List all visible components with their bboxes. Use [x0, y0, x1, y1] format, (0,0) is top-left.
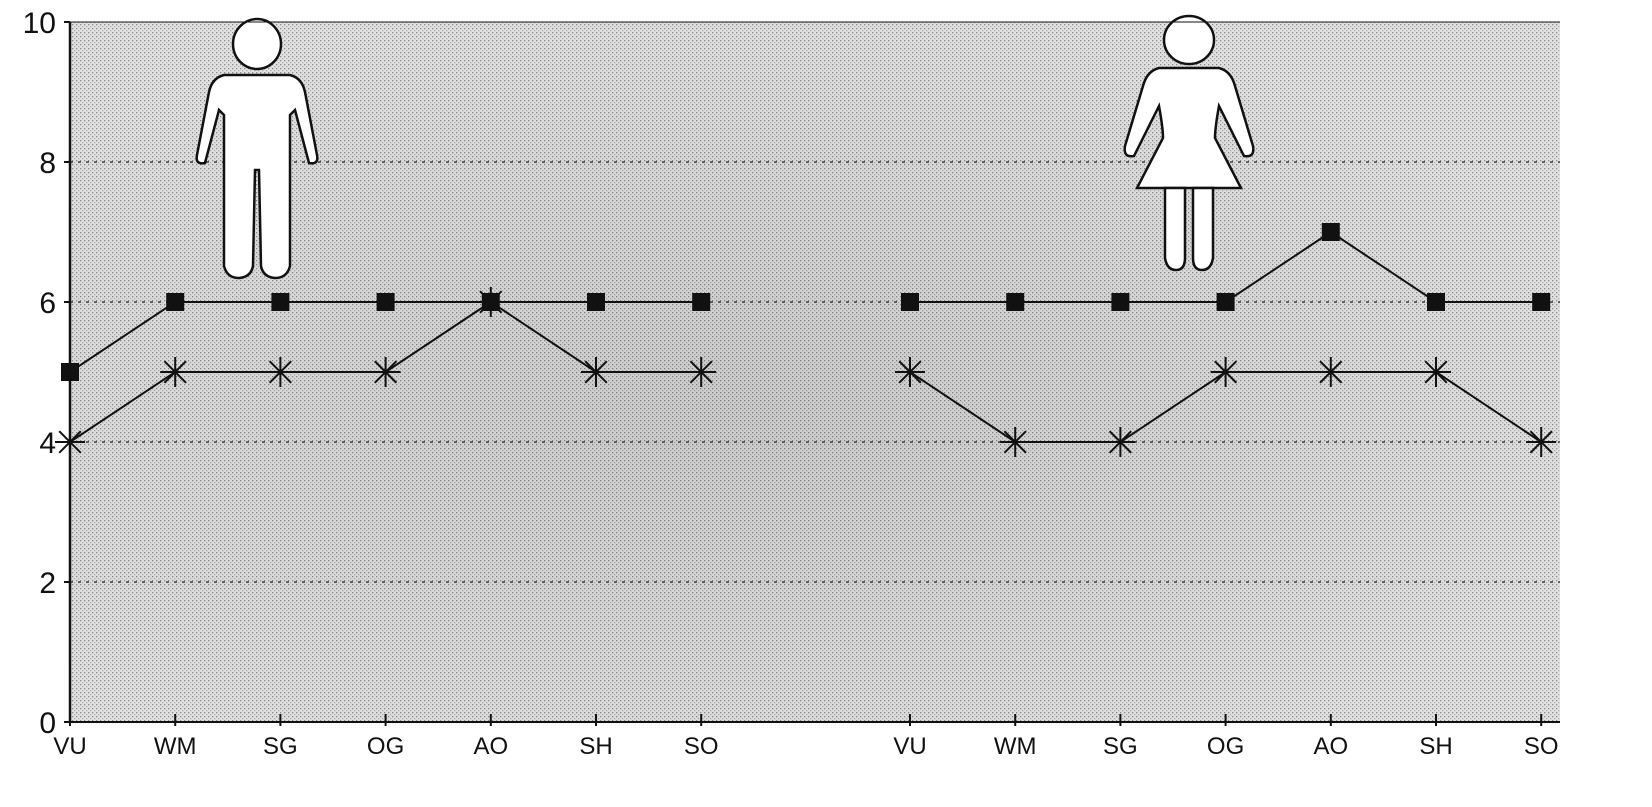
data-point-asterisk: [1000, 427, 1031, 457]
data-point-asterisk: [370, 357, 401, 387]
data-point-square: [271, 293, 290, 311]
person-icons: [195, 14, 1255, 280]
data-point-asterisk: [895, 357, 925, 387]
x-tick-label: VU: [53, 733, 86, 760]
data-point-square: [1427, 293, 1445, 311]
series: [55, 223, 1557, 457]
data-point-square: [1321, 223, 1340, 241]
x-tick-label: VU: [893, 733, 926, 760]
data-point-asterisk: [1210, 357, 1241, 387]
x-tick-label: WM: [154, 733, 197, 760]
data-point-asterisk: [265, 357, 296, 387]
data-point-asterisk: [160, 357, 191, 387]
data-point-square: [901, 293, 919, 311]
x-tick-label: WM: [994, 733, 1037, 760]
data-point-asterisk: [1526, 427, 1557, 457]
woman-icon: [1123, 14, 1255, 272]
y-tick-label: 0: [39, 707, 56, 740]
x-tick-label: SG: [1103, 733, 1138, 760]
data-point-square: [1532, 293, 1551, 311]
data-point-asterisk: [686, 357, 717, 387]
data-point-square: [1216, 293, 1235, 311]
data-point-square: [1006, 293, 1025, 311]
x-tick-label: OG: [1207, 733, 1244, 760]
axes: 0 2 4 6 8 10 VU WM SG OG AO SH SO VU WM SG OG AO SH SO: [23, 7, 1560, 760]
data-point-square: [166, 293, 185, 311]
data-point-square: [1111, 293, 1130, 311]
man-icon: [195, 17, 319, 280]
data-point-asterisk: [1105, 427, 1136, 457]
x-tick-label: SG: [263, 733, 298, 760]
data-point-asterisk: [475, 287, 506, 317]
data-point-square: [587, 293, 605, 311]
y-tick-label: 4: [39, 427, 56, 460]
y-tick-label: 8: [39, 147, 56, 180]
data-point-asterisk: [1421, 357, 1451, 387]
y-tick-label: 6: [39, 287, 56, 320]
y-tick-label: 10: [23, 7, 56, 40]
x-tick-label: SH: [1419, 733, 1452, 760]
data-point-asterisk: [1315, 357, 1346, 387]
data-point-square: [376, 293, 395, 311]
x-tick-label: SH: [579, 733, 612, 760]
data-point-asterisk: [581, 357, 611, 387]
gridlines: [70, 161, 1560, 583]
data-point-square: [692, 293, 711, 311]
x-tick-label: AO: [1313, 733, 1348, 760]
x-tick-label: AO: [473, 733, 508, 760]
x-tick-label: SO: [684, 733, 719, 760]
y-tick-label: 2: [39, 567, 56, 600]
x-tick-label: SO: [1524, 733, 1559, 760]
x-tick-label: OG: [367, 733, 404, 760]
